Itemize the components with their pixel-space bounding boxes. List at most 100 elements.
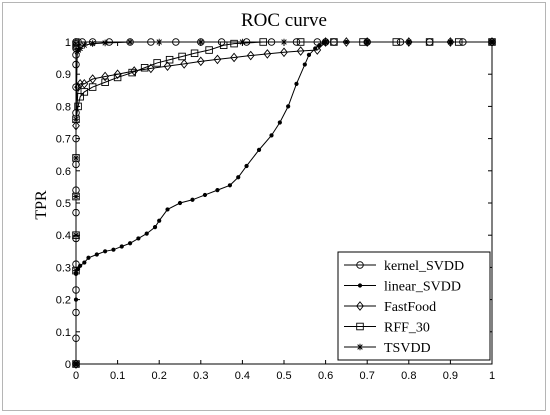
data-point-fastfood [80, 79, 89, 89]
data-point-tsvdd [322, 38, 329, 46]
data-point-rff-30 [88, 83, 97, 91]
x-tick-label: 0.7 [360, 370, 375, 382]
data-point-fastfood [296, 46, 305, 56]
data-point-rff-30 [230, 39, 238, 48]
data-point-linear-svdd [111, 247, 116, 252]
x-tick-label: 0.1 [110, 370, 125, 382]
data-point-fastfood [404, 37, 413, 47]
data-point-tsvdd [89, 40, 96, 47]
data-point-tsvdd [81, 41, 88, 49]
legend-label-rff-30: RFF_30 [384, 321, 430, 336]
data-point-linear-svdd [306, 52, 312, 57]
y-tick-label: 0.8 [56, 101, 71, 113]
data-point-rff-30 [80, 88, 89, 96]
data-point-fastfood [488, 37, 496, 47]
legend-label-tsvdd: TSVDD [384, 341, 431, 356]
data-point-fastfood [213, 54, 222, 65]
data-point-fastfood [263, 49, 272, 59]
data-point-fastfood [446, 37, 455, 47]
data-point-linear-svdd [86, 255, 91, 260]
x-tick-label: 0.6 [318, 370, 333, 382]
data-point-fastfood [113, 69, 122, 80]
data-point-tsvdd [447, 38, 454, 46]
data-point-tsvdd [239, 38, 246, 46]
data-point-tsvdd [72, 193, 80, 200]
legend-label-linear-svdd: linear_SVDD [384, 280, 461, 295]
data-point-rff-30 [101, 78, 109, 86]
data-point-tsvdd [72, 360, 80, 368]
data-point-rff-30 [165, 55, 174, 64]
y-tick-label: 1 [65, 37, 71, 49]
data-point-linear-svdd [78, 263, 83, 268]
data-point-linear-svdd [157, 218, 162, 223]
x-tick-label: 0.4 [235, 370, 250, 382]
axis-ticks: 0 0.1 0.2 0.3 0.4 0.5 0.6 0.7 0.8 0.9 1 0 0.1 0.2 0.3 0… [56, 37, 495, 382]
data-point-linear-svdd [127, 241, 133, 246]
data-point-linear-svdd [302, 62, 307, 67]
data-point-tsvdd [197, 38, 205, 46]
data-point-tsvdd [76, 45, 84, 52]
data-point-tsvdd [101, 39, 109, 47]
data-point-linear-svdd [177, 200, 183, 206]
y-tick-label: 0.4 [56, 230, 71, 242]
y-tick-label: 0.9 [56, 69, 71, 81]
y-tick-label: 0.2 [56, 295, 71, 307]
data-point-kernel-svdd [72, 60, 80, 69]
data-point-tsvdd [405, 38, 413, 46]
data-point-linear-svdd [236, 175, 241, 180]
y-tick-label: 0.5 [56, 198, 71, 210]
data-point-tsvdd [72, 154, 80, 162]
data-point-tsvdd [126, 38, 134, 46]
data-point-linear-svdd [152, 225, 158, 230]
data-point-tsvdd [363, 38, 371, 46]
data-point-kernel-svdd [74, 38, 82, 46]
data-point-linear-svdd [215, 188, 220, 193]
data-point-linear-svdd [277, 120, 282, 125]
legend-label-kernel-svdd: kernel_SVDD [384, 259, 464, 274]
data-point-linear-svdd [136, 236, 141, 241]
data-point-linear-svdd [269, 133, 274, 138]
y-tick-label: 0 [65, 359, 71, 371]
data-point-linear-svdd [144, 231, 149, 236]
data-point-fastfood [246, 50, 255, 61]
data-point-linear-svdd [244, 163, 249, 169]
data-point-tsvdd [72, 267, 80, 274]
data-point-fastfood [147, 63, 155, 74]
data-point-linear-svdd [190, 197, 195, 202]
legend-marker-tsvdd [356, 343, 364, 351]
y-tick-label: 0.1 [56, 327, 71, 339]
data-point-rff-30 [178, 52, 186, 61]
data-point-fastfood [230, 52, 238, 63]
x-tick-label: 0.5 [276, 370, 291, 382]
data-point-tsvdd [488, 38, 496, 46]
data-point-linear-svdd [94, 252, 99, 257]
data-point-rff-30 [140, 64, 149, 72]
x-tick-label: 1 [489, 370, 495, 382]
legend-marker-linear-svdd [357, 283, 363, 288]
data-point-rff-30 [190, 49, 199, 58]
data-point-fastfood [163, 61, 172, 71]
data-point-fastfood [313, 45, 322, 55]
x-tick-label: 0.3 [193, 370, 208, 382]
data-point-tsvdd [72, 231, 80, 239]
chart-title: ROC curve [241, 10, 327, 31]
data-point-linear-svdd [256, 147, 262, 152]
data-point-linear-svdd [227, 183, 233, 188]
data-point-rff-30 [128, 68, 136, 77]
x-tick-label: 0.2 [152, 370, 167, 382]
data-point-tsvdd [155, 38, 163, 46]
data-point-fastfood [196, 56, 205, 67]
data-point-linear-svdd [119, 244, 124, 249]
data-point-linear-svdd [103, 249, 108, 254]
data-point-rff-30 [74, 102, 82, 111]
y-tick-label: 0.3 [56, 262, 71, 274]
legend-marker-fastfood [356, 301, 364, 311]
y-axis-label: TPR [33, 190, 50, 220]
series-layer [72, 37, 496, 369]
legend-marker-kernel-svdd [356, 261, 364, 269]
data-point-tsvdd [280, 38, 288, 46]
series-line-tsvdd [75, 41, 492, 364]
data-point-fastfood [363, 37, 372, 47]
data-point-fastfood [74, 82, 82, 92]
